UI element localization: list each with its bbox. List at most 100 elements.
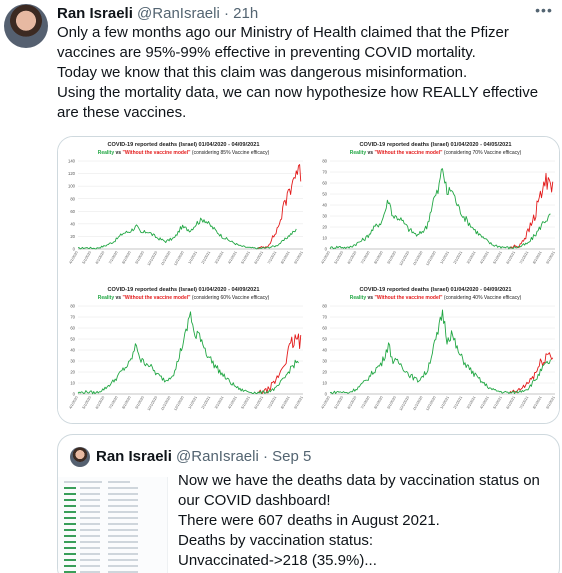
- chart-title: COVID-19 reported deaths (Israel) 01/04/…: [107, 142, 259, 148]
- y-tick-label: 10: [322, 236, 327, 241]
- chart-60: COVID-19 reported deaths (Israel) 01/04/…: [68, 287, 303, 412]
- x-tick-label: 9/1/2020: [135, 251, 145, 265]
- y-tick-label: 60: [322, 326, 327, 331]
- x-tick-label: 1/1/2021: [188, 251, 198, 265]
- x-tick-label: 11/1/2020: [160, 396, 171, 412]
- quoted-line: Unvaccinated->218 (35.9%)...: [178, 552, 377, 569]
- y-tick-label: 140: [68, 159, 76, 164]
- legend-vs: vs: [366, 295, 374, 301]
- y-tick-label: 10: [322, 381, 327, 386]
- series-reality-line: [77, 217, 297, 250]
- x-tick-label: 6/1/2020: [95, 251, 105, 265]
- y-tick-label: 70: [70, 315, 75, 320]
- chart-title: COVID-19 reported deaths (Israel) 01/04/…: [107, 287, 259, 293]
- y-tick-label: 20: [70, 234, 75, 239]
- y-tick-label: 40: [322, 348, 327, 353]
- x-tick-label: 2/1/2021: [453, 396, 463, 410]
- y-tick-label: 120: [68, 171, 76, 176]
- x-tick-label: 4/1/2020: [320, 396, 330, 410]
- y-tick-label: 80: [322, 159, 327, 164]
- x-tick-label: 9/1/2021: [545, 396, 555, 410]
- legend-reality: Reality: [350, 295, 367, 301]
- legend-reality: Reality: [98, 150, 115, 156]
- quoted-line: Now we have the deaths data by vaccinati…: [178, 472, 540, 489]
- y-tick-label: 80: [70, 304, 75, 309]
- y-tick-label: 0: [73, 247, 76, 252]
- chart-85: COVID-19 reported deaths (Israel) 01/04/…: [68, 142, 304, 267]
- chart-70: COVID-19 reported deaths (Israel) 01/04/…: [320, 142, 555, 267]
- x-tick-label: 9/1/2020: [387, 396, 397, 410]
- x-tick-label: 11/1/2020: [160, 251, 171, 267]
- series-reality-line: [77, 311, 299, 395]
- more-icon[interactable]: •••: [535, 2, 553, 18]
- y-tick-label: 30: [322, 214, 327, 219]
- quoted-tweet[interactable]: Ran Israeli @RanIsraeli · Sep 5: [57, 434, 560, 573]
- x-tick-label: 1/1/2021: [440, 251, 450, 265]
- tweet-line: Using the mortality data, we can now hyp…: [57, 84, 539, 101]
- y-tick-label: 60: [322, 181, 327, 186]
- author-avatar[interactable]: [4, 4, 48, 48]
- chart-title: COVID-19 reported deaths (Israel) 01/04/…: [359, 287, 511, 293]
- x-tick-label: 8/1/2021: [280, 396, 290, 410]
- chart-panel-1[interactable]: COVID-19 reported deaths (Israel) 01/04/…: [58, 137, 309, 280]
- quoted-media-thumbnail[interactable]: [58, 477, 168, 573]
- y-tick-label: 60: [70, 209, 75, 214]
- quoted-author-handle: @RanIsraeli: [176, 448, 259, 465]
- x-tick-label: 8/1/2020: [373, 396, 383, 410]
- y-tick-label: 70: [322, 315, 327, 320]
- y-tick-label: 70: [322, 170, 327, 175]
- x-tick-label: 5/1/2020: [82, 396, 92, 410]
- x-tick-label: 8/1/2021: [532, 251, 542, 265]
- x-tick-label: 10/1/2020: [147, 396, 158, 412]
- x-tick-label: 3/1/2021: [466, 396, 476, 410]
- legend-model: "Without the vaccine model": [374, 295, 443, 301]
- x-tick-label: 4/1/2020: [68, 251, 78, 265]
- quoted-tweet-time: Sep 5: [272, 448, 312, 465]
- x-tick-label: 5/1/2021: [240, 396, 250, 410]
- x-tick-label: 7/1/2020: [360, 251, 370, 265]
- quoted-line: Deaths by vaccination status:: [178, 532, 374, 549]
- x-tick-label: 3/1/2021: [214, 251, 224, 265]
- y-tick-label: 30: [322, 359, 327, 364]
- quoted-author-avatar: [70, 447, 90, 467]
- x-tick-label: 12/1/2020: [425, 396, 436, 412]
- legend-vs: vs: [366, 150, 374, 156]
- legend-note: (considering 40% Vaccine efficacy): [443, 295, 522, 301]
- x-tick-label: 9/1/2021: [293, 396, 303, 410]
- x-tick-label: 8/1/2020: [373, 251, 383, 265]
- x-tick-label: 9/1/2020: [135, 396, 145, 410]
- author-handle[interactable]: @RanIsraeli: [137, 5, 220, 22]
- legend-reality: Reality: [350, 150, 367, 156]
- author-name[interactable]: Ran Israeli: [57, 5, 133, 22]
- y-tick-label: 50: [70, 337, 75, 342]
- chart-panel-2[interactable]: COVID-19 reported deaths (Israel) 01/04/…: [310, 137, 559, 280]
- chart-panel-3[interactable]: COVID-19 reported deaths (Israel) 01/04/…: [58, 282, 309, 423]
- x-tick-label: 9/1/2021: [293, 251, 303, 265]
- y-tick-label: 40: [70, 348, 75, 353]
- quoted-header-separator: ·: [262, 448, 268, 465]
- legend-reality: Reality: [98, 295, 115, 301]
- x-tick-label: 7/1/2020: [360, 396, 370, 410]
- y-tick-label: 50: [322, 337, 327, 342]
- tweet-line: are these vaccines.: [57, 104, 187, 121]
- x-tick-label: 2/1/2021: [201, 251, 211, 265]
- x-tick-label: 10/1/2020: [399, 251, 410, 267]
- x-tick-label: 6/1/2021: [254, 251, 264, 265]
- x-tick-label: 2/1/2021: [201, 396, 211, 410]
- header-separator: ·: [223, 5, 229, 22]
- tweet-text: Only a few months ago our Ministry of He…: [57, 23, 547, 123]
- media-grid[interactable]: COVID-19 reported deaths (Israel) 01/04/…: [57, 136, 560, 424]
- x-tick-label: 7/1/2021: [267, 251, 277, 265]
- chart-panel-4[interactable]: COVID-19 reported deaths (Israel) 01/04/…: [310, 282, 559, 423]
- x-tick-label: 8/1/2021: [280, 251, 290, 265]
- x-tick-label: 9/1/2020: [387, 251, 397, 265]
- x-tick-label: 5/1/2020: [82, 251, 92, 265]
- chart-subtitle: Reality vs "Without the vaccine model" (…: [98, 150, 270, 156]
- x-tick-label: 4/1/2021: [479, 396, 489, 410]
- x-tick-label: 4/1/2020: [68, 396, 78, 410]
- y-tick-label: 0: [73, 392, 76, 397]
- quoted-author-name: Ran Israeli: [96, 448, 172, 465]
- tweet-time[interactable]: 21h: [233, 5, 259, 22]
- x-tick-label: 5/1/2021: [492, 396, 502, 410]
- x-tick-label: 6/1/2021: [506, 251, 516, 265]
